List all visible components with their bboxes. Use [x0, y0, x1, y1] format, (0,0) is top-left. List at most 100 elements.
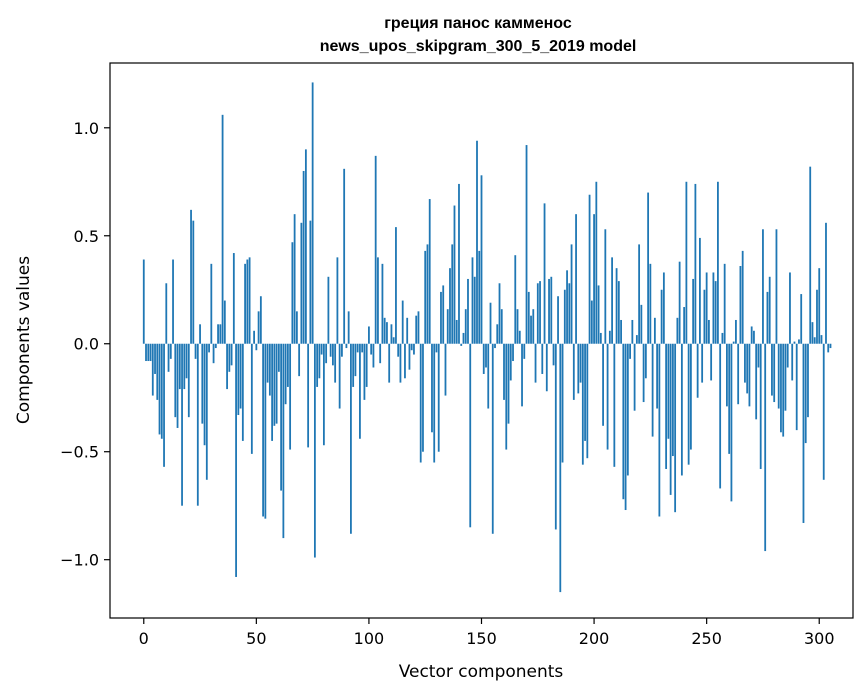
bar-67	[293, 214, 296, 344]
bar-159	[500, 309, 503, 344]
bar-136	[449, 268, 451, 344]
bar-293	[802, 343, 805, 523]
bar-175	[536, 283, 539, 344]
bar-154	[489, 302, 492, 344]
bar-41	[235, 343, 237, 577]
bar-225	[649, 263, 652, 344]
bar-283	[780, 343, 782, 433]
bar-10	[165, 283, 168, 344]
bar-266	[741, 250, 744, 344]
bar-254	[714, 281, 717, 344]
bar-131	[437, 343, 440, 452]
bar-177	[541, 343, 544, 374]
y-tick-label: 0.5	[74, 227, 99, 246]
bar-45	[244, 263, 246, 344]
bar-110	[390, 324, 393, 344]
bar-153	[487, 343, 490, 409]
bar-300	[818, 268, 821, 344]
bar-228	[656, 343, 659, 409]
bar-289	[793, 341, 796, 344]
bar-61	[280, 343, 283, 491]
y-axis-label: Components values	[14, 256, 34, 424]
bar-297	[811, 322, 814, 344]
bar-179	[545, 343, 548, 392]
bar-187	[563, 289, 566, 344]
bar-95	[356, 343, 359, 353]
bar-118	[408, 343, 411, 370]
bar-214	[624, 343, 627, 511]
bar-142	[462, 332, 465, 344]
bar-30	[210, 263, 213, 344]
bar-292	[800, 294, 803, 344]
bar-34	[219, 324, 222, 344]
bar-117	[406, 317, 409, 344]
bar-111	[392, 337, 395, 344]
bar-295	[807, 343, 809, 418]
bar-185	[559, 343, 562, 593]
bar-123	[419, 343, 422, 463]
bar-62	[282, 343, 285, 539]
bar-132	[440, 291, 442, 344]
bar-36	[223, 300, 226, 344]
bar-31	[212, 343, 215, 364]
bar-20	[187, 343, 190, 418]
bar-301	[820, 335, 823, 344]
bar-5	[154, 343, 156, 374]
bar-55	[266, 343, 269, 383]
bar-77	[316, 343, 319, 387]
bar-169	[523, 343, 526, 359]
bar-244	[692, 278, 695, 344]
bar-7	[158, 343, 161, 435]
bar-188	[566, 270, 568, 344]
bar-116	[404, 343, 406, 379]
bar-137	[451, 244, 454, 344]
bar-182	[552, 343, 555, 366]
bar-134	[444, 343, 447, 396]
bar-180	[548, 278, 550, 344]
bar-262	[732, 341, 735, 344]
x-axis-label: Vector components	[399, 662, 564, 682]
bar-265	[739, 266, 742, 344]
bar-91	[347, 311, 350, 344]
bar-114	[399, 343, 402, 383]
bar-217	[631, 319, 634, 344]
bar-183	[554, 343, 557, 530]
bar-176	[539, 281, 541, 344]
bar-280	[773, 343, 776, 403]
bar-167	[518, 330, 521, 344]
bar-35	[221, 114, 224, 344]
bar-151	[482, 343, 485, 374]
bar-37	[226, 343, 228, 390]
bar-71	[302, 170, 305, 344]
bar-285	[784, 343, 787, 411]
bar-73	[307, 343, 310, 448]
bar-22	[192, 220, 195, 344]
bar-216	[629, 343, 631, 359]
bar-160	[503, 343, 505, 400]
bar-168	[521, 343, 523, 407]
bar-51	[257, 311, 260, 344]
bar-275	[762, 229, 764, 344]
bar-189	[568, 283, 571, 344]
bar-170	[525, 145, 528, 344]
bar-171	[527, 291, 530, 344]
bar-256	[719, 343, 722, 489]
bar-58	[273, 343, 276, 426]
x-tick-label: 100	[354, 629, 385, 648]
bar-59	[275, 343, 278, 424]
bar-140	[458, 183, 460, 344]
bar-205	[604, 229, 607, 344]
bar-298	[813, 337, 816, 344]
bar-38	[228, 343, 231, 372]
bar-172	[530, 315, 532, 344]
bar-100	[368, 326, 370, 344]
bar-222	[642, 343, 645, 403]
bar-273	[757, 343, 760, 368]
bar-226	[651, 343, 654, 437]
bar-237	[676, 317, 679, 344]
bar-272	[755, 343, 758, 420]
bar-288	[791, 343, 794, 381]
bar-161	[505, 343, 508, 450]
bar-29	[208, 343, 210, 353]
